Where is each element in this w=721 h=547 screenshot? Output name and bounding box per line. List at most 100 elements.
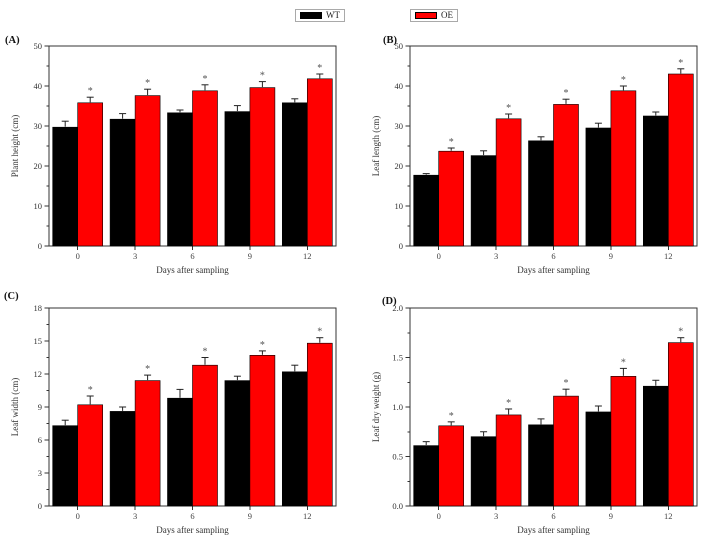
y-axis-tick-label: 0.5	[392, 451, 403, 461]
y-axis-label: Plant height (cm)	[10, 115, 20, 178]
x-axis-tick-label: 9	[248, 511, 252, 521]
significance-asterisk: *	[506, 103, 511, 114]
x-axis-tick-label: 12	[664, 251, 673, 261]
y-axis-label: Leaf dry weight (g)	[371, 372, 381, 442]
y-axis-tick-label: 0	[38, 241, 42, 251]
chart-svg: (A) 0 10 20 30 40 50 0 * 3 * 6 * 9 * 12 * Plant height (c…	[5, 35, 337, 275]
bar-oe-day6	[553, 395, 579, 507]
wt-color-swatch	[300, 12, 322, 19]
bar-wt-day3	[109, 118, 136, 247]
x-axis-label: Days after sampling	[517, 265, 590, 275]
bar-oe-day9	[249, 355, 276, 507]
y-axis-tick-label: 18	[34, 303, 43, 313]
bar-wt-day9	[224, 380, 251, 507]
legend-label-oe: OE	[441, 10, 453, 20]
bar-wt-day3	[470, 155, 497, 247]
panel-label: (A)	[5, 35, 20, 46]
panel-label: (B)	[383, 35, 398, 46]
bar-oe-day12	[306, 342, 333, 507]
oe-color-swatch	[415, 12, 437, 19]
bar-wt-day0	[52, 425, 79, 507]
y-axis-tick-label: 6	[38, 435, 42, 445]
significance-asterisk: *	[260, 71, 265, 82]
bar-wt-day0	[413, 445, 440, 507]
significance-asterisk: *	[203, 74, 208, 85]
y-axis-tick-label: 40	[34, 81, 43, 91]
significance-asterisk: *	[621, 357, 626, 368]
y-axis-tick-label: 30	[34, 121, 43, 131]
bar-wt-day9	[224, 111, 251, 247]
bar-wt-day0	[413, 174, 440, 247]
x-axis-tick-label: 9	[609, 251, 613, 261]
y-axis-tick-label: 50	[34, 41, 43, 51]
panel-plant-height: (A) 0 10 20 30 40 50 0 * 3 * 6 * 9 * 12 * Plant height (c…	[0, 28, 360, 283]
bar-wt-day6	[167, 397, 193, 507]
bar-wt-day3	[109, 411, 136, 507]
bar-wt-day9	[585, 127, 612, 247]
x-axis-tick-label: 0	[76, 251, 80, 261]
bar-oe-day6	[192, 90, 218, 247]
bar-oe-day3	[495, 414, 522, 507]
bar-oe-day12	[306, 78, 333, 247]
y-axis-tick-label: 20	[34, 161, 43, 171]
significance-asterisk: *	[621, 75, 626, 86]
bar-oe-day3	[134, 95, 161, 247]
x-axis-tick-label: 9	[248, 251, 252, 261]
panel-label: (D)	[382, 296, 397, 307]
y-axis-tick-label: 50	[395, 41, 404, 51]
y-axis-tick-label: 10	[395, 201, 404, 211]
significance-asterisk: *	[145, 364, 150, 375]
bar-oe-day9	[249, 87, 276, 247]
bar-wt-day12	[281, 371, 308, 507]
significance-asterisk: *	[678, 58, 683, 69]
bar-oe-day12	[667, 73, 694, 247]
significance-asterisk: *	[88, 86, 93, 97]
x-axis-tick-label: 0	[76, 511, 80, 521]
x-axis-tick-label: 3	[133, 511, 137, 521]
y-axis-tick-label: 0.0	[392, 501, 403, 511]
y-axis-tick-label: 40	[395, 81, 404, 91]
chart-svg: (D) 0.0 0.5 1.0 1.5 2.0 0 * 3 * 6 * 9 * 12 * Leaf dry we…	[371, 296, 698, 535]
bar-wt-day6	[528, 140, 554, 247]
legend-label-wt: WT	[326, 10, 340, 20]
bar-oe-day3	[134, 380, 161, 507]
bar-wt-day6	[167, 112, 193, 247]
y-axis-tick-label: 9	[38, 402, 42, 412]
panel-leaf-width: (C) 0 3 6 9 12 15 18 0 * 3 * 6 * 9 * 12 * Leaf width (cm) D…	[0, 283, 360, 547]
bar-oe-day0	[77, 404, 103, 507]
x-axis-tick-label: 12	[664, 511, 673, 521]
bar-oe-day0	[77, 102, 103, 247]
y-axis-tick-label: 2.0	[392, 303, 403, 313]
x-axis-label: Days after sampling	[517, 525, 590, 535]
bar-oe-day9	[610, 376, 637, 507]
bar-wt-day12	[642, 385, 669, 507]
significance-asterisk: *	[260, 340, 265, 351]
legend-item-oe: OE	[410, 9, 458, 22]
significance-asterisk: *	[317, 63, 322, 74]
chart-svg: (B) 0 10 20 30 40 50 0 * 3 * 6 * 9 * 12 * Leaf length (cm…	[371, 35, 698, 275]
x-axis-tick-label: 6	[551, 251, 555, 261]
bar-wt-day9	[585, 411, 612, 507]
significance-asterisk: *	[88, 385, 93, 396]
significance-asterisk: *	[564, 378, 569, 389]
bar-wt-day0	[52, 126, 79, 247]
significance-asterisk: *	[449, 137, 454, 148]
bar-wt-day12	[642, 115, 669, 247]
bar-wt-day3	[470, 436, 497, 507]
bar-oe-day9	[610, 90, 637, 247]
x-axis-tick-label: 3	[133, 251, 137, 261]
x-axis-tick-label: 6	[551, 511, 555, 521]
y-axis-tick-label: 3	[38, 468, 42, 478]
x-axis-label: Days after sampling	[156, 525, 229, 535]
y-axis-tick-label: 0	[399, 241, 403, 251]
x-axis-tick-label: 3	[494, 251, 498, 261]
y-axis-label: Leaf width (cm)	[10, 378, 20, 436]
y-axis-tick-label: 12	[34, 369, 43, 379]
significance-asterisk: *	[506, 398, 511, 409]
panel-label: (C)	[4, 291, 19, 302]
significance-asterisk: *	[564, 88, 569, 99]
y-axis-tick-label: 1.0	[392, 402, 403, 412]
panel-leaf-length: (B) 0 10 20 30 40 50 0 * 3 * 6 * 9 * 12 * Leaf length (cm…	[361, 28, 721, 283]
significance-asterisk: *	[678, 327, 683, 338]
